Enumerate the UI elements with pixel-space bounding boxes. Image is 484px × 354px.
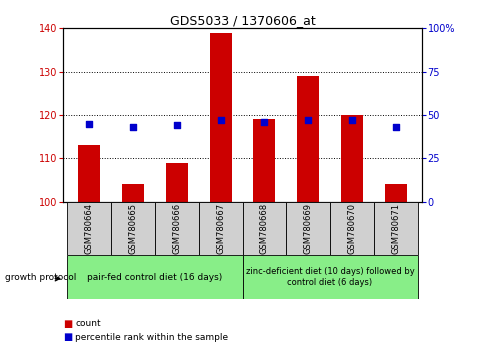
Text: count: count bbox=[75, 319, 101, 329]
Bar bbox=[286, 202, 329, 255]
Bar bbox=[67, 255, 242, 299]
Text: zinc-deficient diet (10 days) followed by
control diet (6 days): zinc-deficient diet (10 days) followed b… bbox=[245, 267, 413, 287]
Point bbox=[216, 118, 224, 123]
Bar bbox=[122, 184, 144, 202]
Bar bbox=[340, 115, 362, 202]
Point bbox=[85, 121, 93, 126]
Bar bbox=[111, 202, 155, 255]
Bar bbox=[242, 202, 286, 255]
Text: GSM780668: GSM780668 bbox=[259, 203, 268, 254]
Point bbox=[173, 122, 181, 128]
Bar bbox=[209, 33, 231, 202]
Text: pair-fed control diet (16 days): pair-fed control diet (16 days) bbox=[87, 273, 222, 281]
Point bbox=[303, 118, 311, 123]
Bar bbox=[198, 202, 242, 255]
Text: GSM780666: GSM780666 bbox=[172, 203, 181, 254]
Text: GSM780665: GSM780665 bbox=[128, 203, 137, 254]
Bar bbox=[67, 202, 111, 255]
Bar bbox=[155, 202, 198, 255]
Bar bbox=[384, 184, 406, 202]
Point bbox=[391, 124, 399, 130]
Text: GSM780667: GSM780667 bbox=[216, 203, 225, 254]
Text: percentile rank within the sample: percentile rank within the sample bbox=[75, 332, 228, 342]
Bar bbox=[166, 163, 187, 202]
Text: ■: ■ bbox=[63, 319, 72, 329]
Text: growth protocol: growth protocol bbox=[5, 273, 76, 282]
Point bbox=[348, 118, 355, 123]
Text: GSM780669: GSM780669 bbox=[303, 203, 312, 254]
Text: GSM780671: GSM780671 bbox=[391, 203, 399, 254]
Bar bbox=[253, 119, 275, 202]
Text: GSM780670: GSM780670 bbox=[347, 203, 356, 254]
Text: ■: ■ bbox=[63, 332, 72, 342]
Bar bbox=[78, 145, 100, 202]
Bar bbox=[242, 255, 417, 299]
Bar bbox=[297, 76, 318, 202]
Point bbox=[260, 119, 268, 125]
Title: GDS5033 / 1370606_at: GDS5033 / 1370606_at bbox=[169, 14, 315, 27]
Text: GSM780664: GSM780664 bbox=[85, 203, 93, 254]
Point bbox=[129, 124, 136, 130]
Bar bbox=[329, 202, 373, 255]
Bar bbox=[373, 202, 417, 255]
